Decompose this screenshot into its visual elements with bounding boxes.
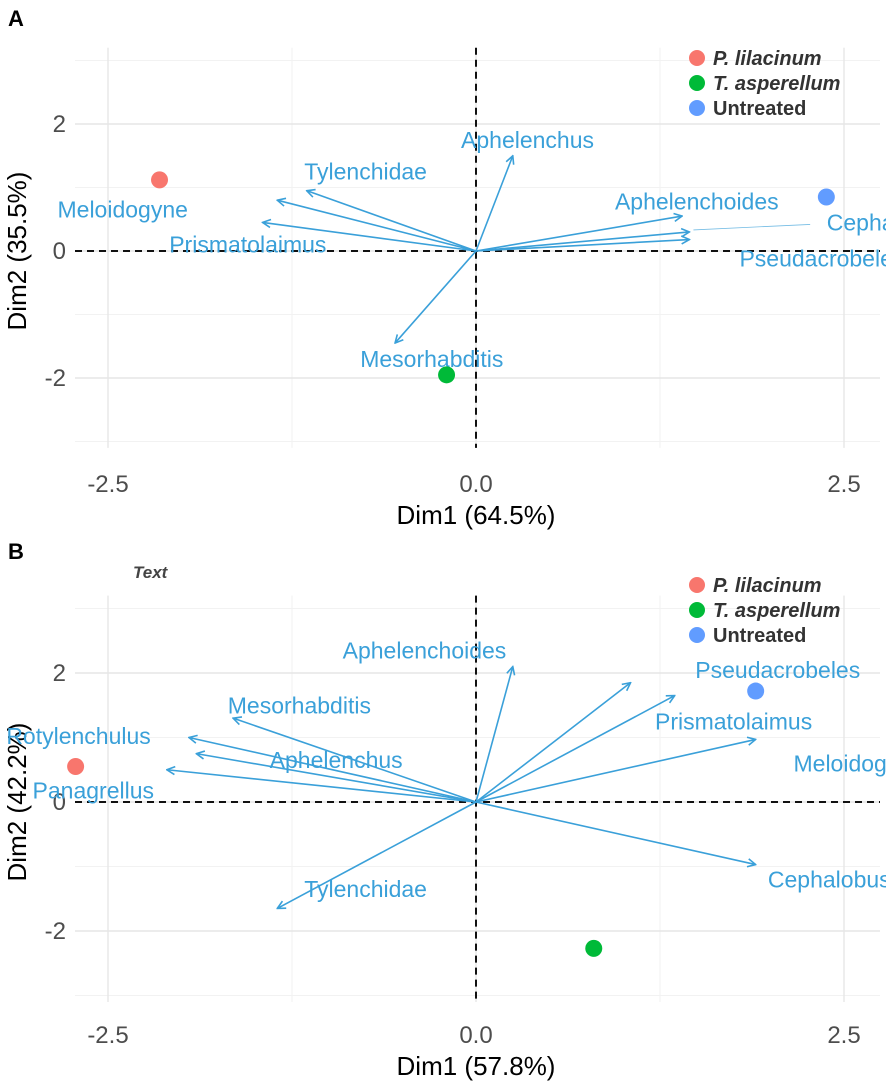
vector-arrow-prismatolaimus (475, 696, 675, 803)
vector-arrow-cephalobus (475, 232, 689, 252)
vector-arrow-meloidogyne (475, 739, 756, 803)
y-tick-label: 0 (53, 789, 66, 816)
legend-key (689, 100, 705, 116)
vector-arrow-mesorhabditis (395, 250, 477, 343)
y-tick-label: -2 (45, 365, 66, 392)
x-tick-label: 0.0 (459, 471, 492, 498)
vector-arrow-aphelenchoides (475, 667, 513, 803)
y-axis-title: Dim2 (42.2%) (2, 723, 32, 882)
point-untreated (747, 682, 765, 700)
legend-label: T. asperellum (713, 600, 840, 622)
legend-key (689, 50, 705, 66)
legend-label: T. asperellum (713, 73, 840, 95)
vector-arrow-aphelenchus (196, 754, 477, 803)
vector-label-rotylenchulus: Rotylenchulus (6, 723, 150, 749)
panel-subtitle: Text (133, 563, 169, 582)
legend-label: Untreated (713, 98, 806, 120)
point-p-lilacinum (67, 758, 85, 776)
point-untreated (817, 188, 835, 206)
vector-arrow-rotylenchulus (189, 738, 477, 803)
vector-label-cephalobus: Cephalobus (827, 209, 886, 235)
vector-label-tylenchidae: Tylenchidae (304, 876, 427, 902)
vector-arrow-panagrellus (167, 770, 477, 803)
vector-arrow-meloidogyne (277, 200, 477, 252)
legend-label: P. lilacinum (713, 575, 822, 597)
label-leader-line (693, 224, 811, 231)
x-tick-label: 0.0 (459, 1022, 492, 1049)
vector-label-mesorhabditis: Mesorhabditis (360, 346, 503, 372)
y-axis-title: Dim2 (35.5%) (2, 172, 32, 331)
vector-label-aphelenchoides: Aphelenchoides (343, 637, 507, 663)
x-axis-title: Dim1 (57.8%) (397, 1051, 556, 1081)
legend-label: P. lilacinum (713, 48, 822, 70)
vector-label-prismatolaimus: Prismatolaimus (169, 232, 326, 258)
y-tick-label: -2 (45, 918, 66, 945)
vector-label-cephalobus: Cephalobus (768, 866, 886, 892)
vector-arrow-tylenchidae (307, 191, 477, 252)
y-tick-label: 2 (53, 111, 66, 138)
vector-label-aphelenchoides: Aphelenchoides (615, 188, 779, 214)
panel-label: B (8, 539, 24, 564)
vector-label-pseudacrobeles: Pseudacrobeles (739, 246, 886, 272)
x-tick-label: 2.5 (827, 1022, 860, 1049)
vector-label-aphelenchus: Aphelenchus (270, 747, 403, 773)
point-t-asperellum (585, 939, 603, 957)
legend-key (689, 577, 705, 593)
vector-label-prismatolaimus: Prismatolaimus (655, 708, 812, 734)
vector-arrow-mesorhabditis (233, 718, 477, 803)
x-axis-title: Dim1 (64.5%) (397, 500, 556, 530)
y-tick-label: 2 (53, 660, 66, 687)
x-tick-label: -2.5 (87, 1022, 128, 1049)
vector-label-panagrellus: Panagrellus (33, 777, 154, 803)
vector-label-meloidogyne: Meloidogyne (794, 750, 886, 776)
vector-label-pseudacrobeles: Pseudacrobeles (695, 657, 860, 683)
x-tick-label: -2.5 (87, 471, 128, 498)
vector-label-mesorhabditis: Mesorhabditis (228, 692, 371, 718)
legend-key (689, 627, 705, 643)
legend-key (689, 602, 705, 618)
vector-arrow-aphelenchus (475, 156, 513, 252)
y-tick-label: 0 (53, 238, 66, 265)
vector-arrow-cephalobus (475, 801, 756, 865)
vector-label-tylenchidae: Tylenchidae (304, 159, 427, 185)
vector-arrow-pseudacrobeles (475, 240, 689, 252)
vector-arrow-pseudacrobeles (475, 683, 631, 803)
x-tick-label: 2.5 (827, 471, 860, 498)
legend-key (689, 75, 705, 91)
vector-arrow-tylenchidae (277, 801, 477, 908)
panel-label: A (8, 6, 24, 31)
point-t-asperellum (438, 366, 456, 384)
point-p-lilacinum (151, 171, 169, 189)
vector-arrow-aphelenchoides (475, 216, 682, 252)
vector-label-aphelenchus: Aphelenchus (461, 127, 594, 153)
vector-arrow-prismatolaimus (263, 222, 477, 252)
vector-label-meloidogyne: Meloidogyne (58, 197, 188, 223)
legend-label: Untreated (713, 625, 806, 647)
